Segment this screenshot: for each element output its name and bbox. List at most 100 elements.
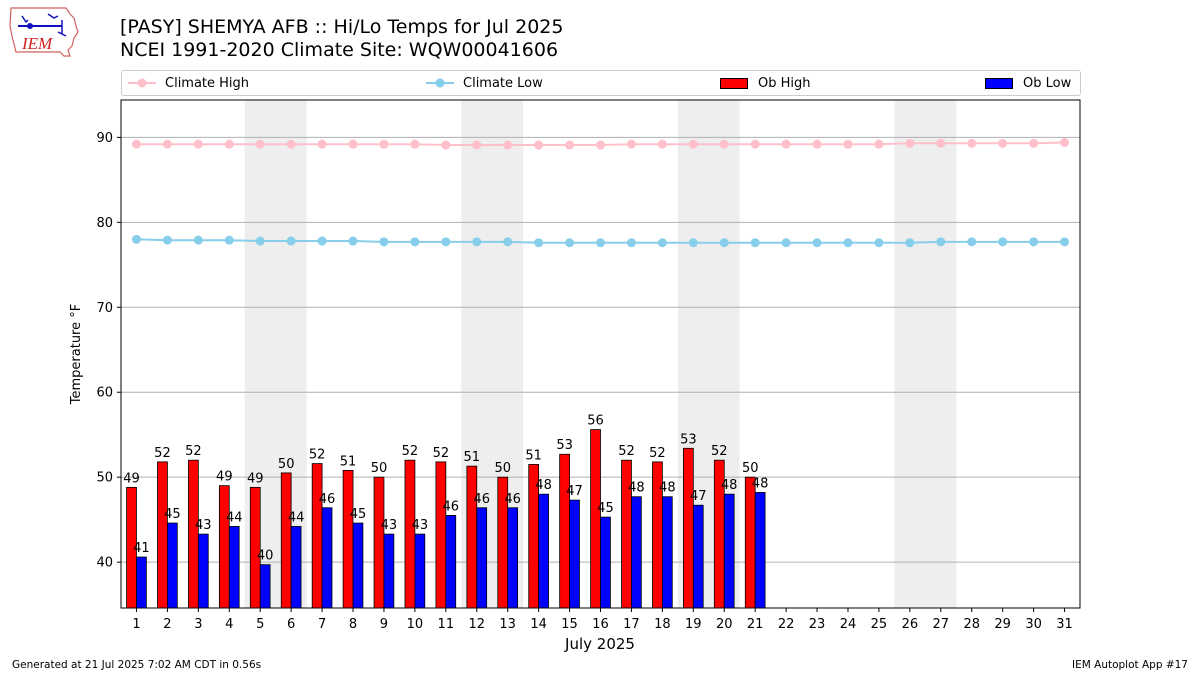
ob-high-bar <box>188 459 199 609</box>
ob-low-label: 48 <box>535 478 552 493</box>
x-tick-label: 29 <box>994 617 1011 632</box>
climate-low-point <box>255 236 265 246</box>
legend-label-climate-high: Climate High <box>165 75 250 91</box>
legend-label-ob-high: Ob High <box>758 75 811 91</box>
climate-high-point <box>657 139 667 149</box>
x-tick-label: 5 <box>256 617 264 632</box>
logo-text: IEM <box>21 34 53 53</box>
ob-low-label: 48 <box>659 481 676 496</box>
ob-low-bar <box>631 496 642 609</box>
ob-low-label: 47 <box>690 489 707 504</box>
ob-low-bar <box>692 504 704 609</box>
climate-high-point <box>224 139 234 149</box>
ob-high-label: 56 <box>587 414 604 429</box>
legend-item-ob-low: Ob Low <box>985 71 1071 95</box>
climate-low-point <box>286 236 296 246</box>
ob-low-label: 46 <box>473 492 490 507</box>
x-axis-label: July 2025 <box>564 635 635 653</box>
climate-low-point <box>905 238 915 248</box>
x-tick-label: 31 <box>1056 617 1073 632</box>
ob-high-label: 50 <box>742 461 759 476</box>
ob-high-label: 52 <box>711 444 728 459</box>
climate-low-point <box>534 238 544 248</box>
climate-high-point <box>1029 138 1039 148</box>
ob-high-bar <box>249 486 261 609</box>
weekend-band <box>925 100 957 608</box>
climate-high-point <box>193 139 203 149</box>
climate-low-point <box>379 237 389 247</box>
legend-label-climate-low: Climate Low <box>463 75 543 91</box>
x-tick-label: 25 <box>871 617 888 632</box>
climate-low-point <box>162 235 172 245</box>
ob-high-label: 51 <box>340 454 357 469</box>
ob-high-bar <box>342 469 354 609</box>
ob-low-label: 43 <box>195 518 212 533</box>
ob-low-label: 46 <box>442 499 459 514</box>
climate-low-point <box>565 238 575 248</box>
climate-low-point <box>998 237 1008 247</box>
ob-high-label: 51 <box>525 448 542 463</box>
y-tick-label: 90 <box>96 131 113 146</box>
legend-item-climate-low: Climate Low <box>425 71 543 95</box>
legend-item-climate-high: Climate High <box>127 71 249 95</box>
y-tick-label: 70 <box>96 301 113 316</box>
x-tick-label: 10 <box>407 617 424 632</box>
x-tick-label: 7 <box>318 617 326 632</box>
ob-low-swatch-icon <box>985 77 1013 89</box>
ob-low-label: 45 <box>350 507 367 522</box>
ob-high-bar <box>683 447 694 609</box>
x-tick-label: 18 <box>654 617 671 632</box>
climate-high-point <box>131 139 141 149</box>
ob-low-bar <box>321 507 333 609</box>
ob-high-label: 49 <box>247 471 264 486</box>
x-tick-label: 26 <box>902 617 919 632</box>
ob-low-label: 48 <box>752 476 769 491</box>
legend: Climate High Climate Low Ob High Ob Low <box>121 70 1081 96</box>
ob-low-label: 43 <box>412 518 429 533</box>
climate-low-point <box>224 235 234 245</box>
x-tick-label: 2 <box>163 617 171 632</box>
ob-low-bar <box>383 533 395 609</box>
y-tick-label: 80 <box>96 216 113 231</box>
x-tick-label: 19 <box>685 617 702 632</box>
ob-low-label: 45 <box>597 501 614 516</box>
climate-high-point <box>750 139 760 149</box>
ob-high-label: 50 <box>494 461 511 476</box>
ob-high-label: 49 <box>216 470 233 485</box>
ob-high-bar <box>404 459 416 609</box>
ob-low-label: 44 <box>288 510 305 525</box>
ob-high-bar <box>157 461 168 609</box>
ob-high-label: 52 <box>433 446 450 461</box>
ob-high-swatch-icon <box>720 77 748 89</box>
climate-low-point <box>317 236 327 246</box>
plot-frame <box>120 99 1081 609</box>
climate-high-point <box>255 139 265 149</box>
weekend-band <box>894 100 926 608</box>
chart-title: [PASY] SHEMYA AFB :: Hi/Lo Temps for Jul… <box>120 16 564 38</box>
x-tick-label: 27 <box>933 617 950 632</box>
ob-high-label: 53 <box>556 438 573 453</box>
x-tick-label: 23 <box>809 617 826 632</box>
y-tick-label: 60 <box>96 386 113 401</box>
x-tick-label: 4 <box>225 617 233 632</box>
climate-low-point <box>131 234 141 244</box>
ob-high-bar <box>373 476 385 609</box>
ob-high-label: 52 <box>649 446 666 461</box>
ob-high-label: 52 <box>402 444 419 459</box>
x-tick-label: 6 <box>287 617 295 632</box>
ob-low-bar <box>290 526 302 609</box>
x-tick-label: 14 <box>530 617 547 632</box>
climate-high-point <box>317 139 327 149</box>
x-tick-label: 1 <box>132 617 140 632</box>
climate-high-point <box>348 139 358 149</box>
ob-high-bar <box>559 453 570 609</box>
y-axis-label: Temperature °F <box>69 304 84 405</box>
ob-high-label: 52 <box>309 448 326 463</box>
climate-low-point <box>936 237 946 247</box>
climate-high-point <box>379 139 389 149</box>
x-tick-label: 16 <box>592 617 609 632</box>
x-tick-label: 3 <box>194 617 202 632</box>
ob-low-label: 43 <box>381 518 398 533</box>
ob-low-bar <box>228 526 240 609</box>
climate-low-point <box>503 237 513 247</box>
